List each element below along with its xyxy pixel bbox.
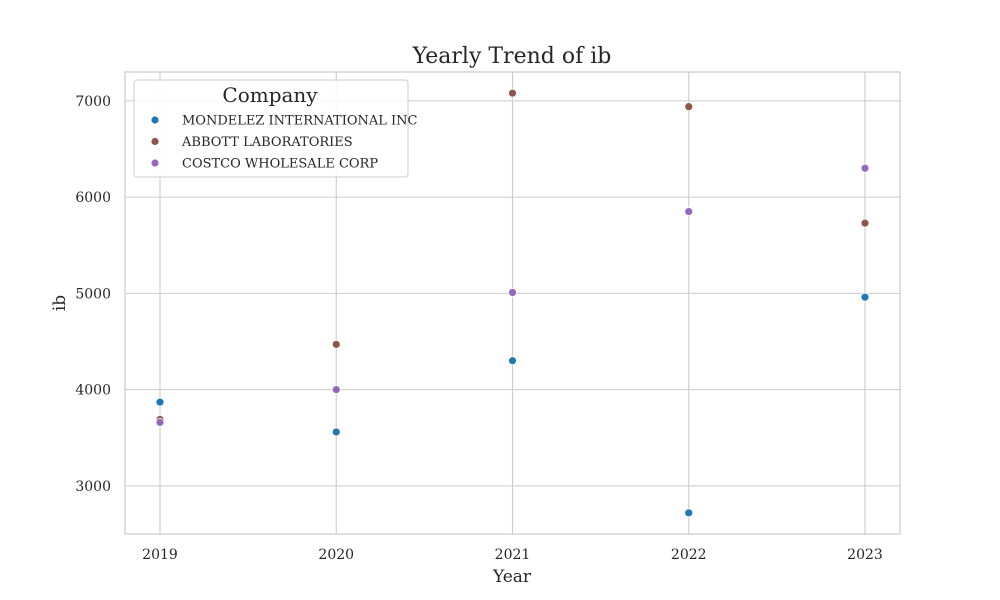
data-points xyxy=(155,88,870,518)
plot-frame xyxy=(124,71,901,535)
chart-title: Yearly Trend of ib xyxy=(412,44,612,69)
legend-marker xyxy=(150,158,160,168)
data-point xyxy=(860,218,870,228)
legend-label: COSTCO WHOLESALE CORP xyxy=(182,157,378,172)
y-tick-label: 3000 xyxy=(75,479,111,495)
legend-label: MONDELEZ INTERNATIONAL INC xyxy=(182,114,418,129)
x-tick-label: 2019 xyxy=(142,547,178,563)
legend: Company MONDELEZ INTERNATIONAL INC ABBOTT… xyxy=(133,79,418,178)
data-point xyxy=(331,385,341,395)
legend-marker xyxy=(150,137,160,146)
x-tick-label: 2021 xyxy=(495,547,531,563)
x-tick-label: 2020 xyxy=(318,547,354,563)
y-tick-label: 6000 xyxy=(75,190,111,206)
y-tick-label: 7000 xyxy=(75,94,111,110)
data-point xyxy=(508,88,517,98)
data-point xyxy=(684,102,694,112)
data-point xyxy=(508,356,517,366)
legend-title: Company xyxy=(222,83,318,107)
y-tick-labels: 3000 4000 5000 6000 7000 xyxy=(75,94,111,495)
data-point xyxy=(331,339,341,349)
x-tick-label: 2022 xyxy=(671,547,707,563)
data-point xyxy=(155,417,165,427)
legend-label: ABBOTT LABORATORIES xyxy=(181,135,353,150)
data-point xyxy=(331,427,341,437)
data-point xyxy=(508,288,517,297)
legend-items: MONDELEZ INTERNATIONAL INC ABBOTT LABORAT… xyxy=(150,114,418,172)
data-point xyxy=(860,292,870,302)
y-axis-label: ib xyxy=(50,295,70,311)
data-point xyxy=(684,508,694,518)
x-tick-labels: 2019 2020 2021 2022 2023 xyxy=(142,547,883,563)
y-tick-label: 5000 xyxy=(75,286,111,302)
x-axis-label: Year xyxy=(492,567,532,587)
data-point xyxy=(155,397,165,407)
y-tick-label: 4000 xyxy=(75,383,111,399)
legend-marker xyxy=(150,115,160,125)
data-point xyxy=(684,207,694,216)
x-tick-label: 2023 xyxy=(847,547,883,563)
legend-box xyxy=(133,79,409,178)
data-point xyxy=(860,163,870,173)
